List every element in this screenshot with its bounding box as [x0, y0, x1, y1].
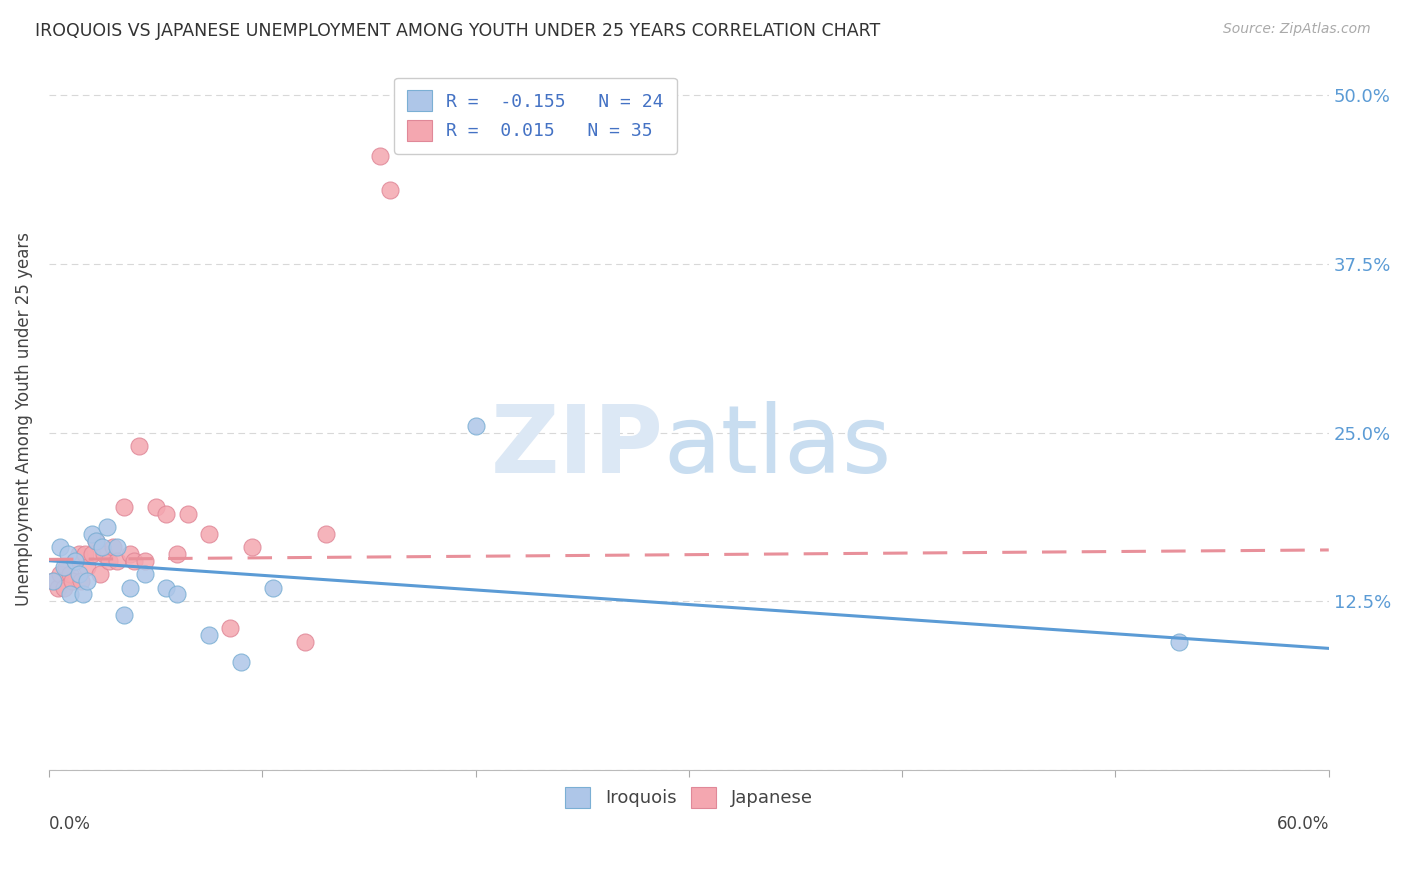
Point [112, 500, 135, 514]
Point [155, 507, 177, 521]
Point [294, 634, 316, 648]
Point [75, 547, 97, 561]
Point [380, 183, 402, 197]
Point [118, 581, 141, 595]
Point [134, 554, 156, 568]
Point [52, 581, 75, 595]
Point [112, 607, 135, 622]
Point [67, 567, 90, 582]
Point [72, 587, 94, 601]
Point [105, 541, 128, 555]
Point [176, 507, 198, 521]
Point [134, 567, 156, 582]
Point [105, 554, 128, 568]
Point [59, 567, 82, 582]
Point [166, 587, 188, 601]
Point [63, 554, 86, 568]
Point [368, 149, 391, 163]
Point [96, 520, 118, 534]
Point [97, 554, 120, 568]
Point [63, 554, 86, 568]
Point [198, 628, 221, 642]
Point [93, 547, 115, 561]
Text: IROQUOIS VS JAPANESE UNEMPLOYMENT AMONG YOUTH UNDER 25 YEARS CORRELATION CHART: IROQUOIS VS JAPANESE UNEMPLOYMENT AMONG … [35, 22, 880, 40]
Point [166, 547, 188, 561]
Point [262, 581, 284, 595]
Point [80, 547, 103, 561]
Point [128, 439, 150, 453]
Point [155, 581, 177, 595]
Point [89, 567, 111, 582]
Text: atlas: atlas [664, 401, 891, 493]
Point [101, 541, 124, 555]
Point [124, 554, 146, 568]
Point [464, 418, 486, 433]
Point [76, 574, 98, 588]
Point [145, 500, 167, 514]
Point [198, 526, 221, 541]
Point [70, 574, 93, 588]
Point [48, 541, 70, 555]
Point [118, 547, 141, 561]
Point [76, 560, 98, 574]
Point [315, 526, 337, 541]
Text: ZIP: ZIP [491, 401, 664, 493]
Point [67, 547, 90, 561]
Point [56, 547, 79, 561]
Point [59, 587, 82, 601]
Point [62, 574, 84, 588]
Point [48, 567, 70, 582]
Text: 60.0%: 60.0% [1277, 815, 1329, 833]
Point [55, 560, 77, 574]
Legend: Iroquois, Japanese: Iroquois, Japanese [557, 778, 821, 817]
Text: Source: ZipAtlas.com: Source: ZipAtlas.com [1223, 22, 1371, 37]
Point [46, 581, 69, 595]
Point [42, 574, 65, 588]
Point [84, 533, 107, 548]
Point [229, 655, 252, 669]
Point [1168, 634, 1191, 648]
Point [240, 541, 263, 555]
Point [91, 541, 114, 555]
Point [52, 560, 75, 574]
Point [219, 621, 242, 635]
Point [42, 574, 65, 588]
Point [80, 526, 103, 541]
Text: 0.0%: 0.0% [49, 815, 91, 833]
Point [84, 533, 107, 548]
Y-axis label: Unemployment Among Youth under 25 years: Unemployment Among Youth under 25 years [15, 232, 32, 607]
